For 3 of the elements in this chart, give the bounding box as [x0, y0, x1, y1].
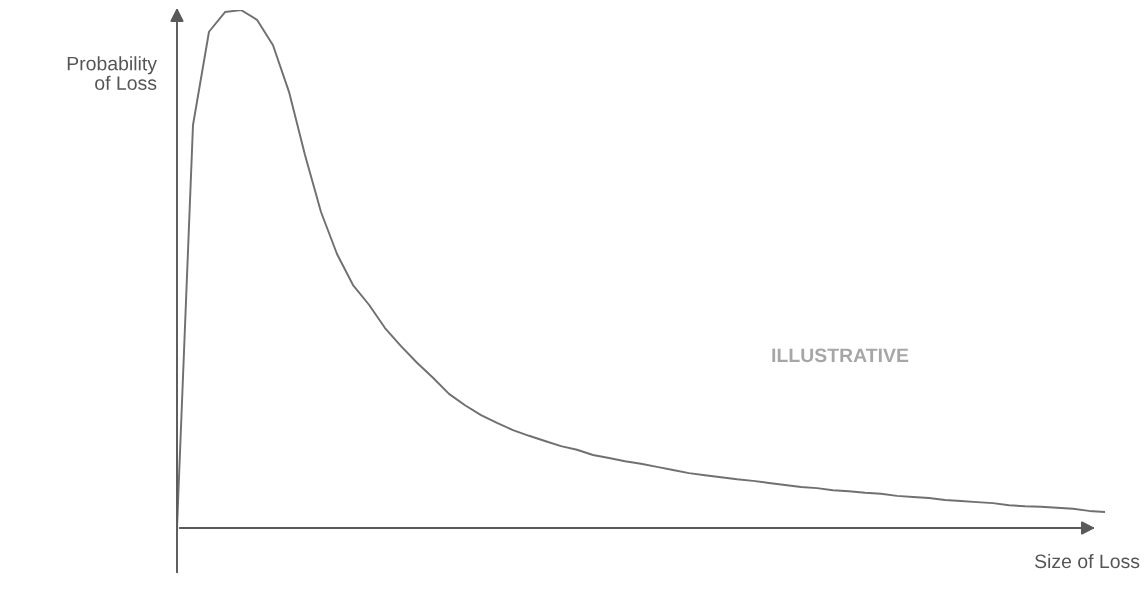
annotation: ILLUSTRATIVE	[772, 348, 909, 363]
y-axis-title: Probability of Loss	[67, 56, 157, 90]
x-axis-title: Size of Loss	[1034, 553, 1140, 569]
